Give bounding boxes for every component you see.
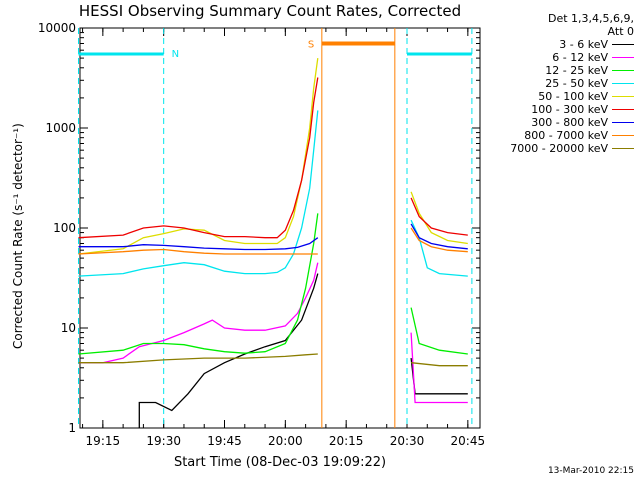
x-tick-label: 20:00 bbox=[268, 434, 303, 448]
series-line-100-300-kev bbox=[78, 77, 319, 239]
x-tick-label: 19:30 bbox=[146, 434, 181, 448]
series-line-25-50-kev bbox=[78, 110, 319, 277]
legend-entry-label: 300 - 800 keV bbox=[531, 116, 608, 129]
series-line-300-800-kev bbox=[78, 237, 319, 251]
series-line-7000-20000-kev-post bbox=[411, 362, 468, 367]
legend-entry: 50 - 100 keV bbox=[480, 90, 634, 103]
plot-frame bbox=[79, 27, 481, 429]
series-line-3-6-kev bbox=[138, 273, 319, 428]
legend-entry: 800 - 7000 keV bbox=[480, 129, 634, 142]
legend-entry-label: 100 - 300 keV bbox=[531, 103, 608, 116]
legend-swatch bbox=[612, 109, 634, 110]
legend: Det 1,3,4,5,6,9, Att 0 3 - 6 keV 6 - 12 k… bbox=[480, 12, 634, 155]
legend-entry-label: 12 - 25 keV bbox=[545, 64, 608, 77]
legend-swatch bbox=[612, 44, 634, 45]
timestamp: 13-Mar-2010 22:15 bbox=[547, 466, 634, 476]
y-tick-label: 1000 bbox=[45, 121, 76, 135]
legend-swatch bbox=[612, 148, 634, 149]
legend-header-line1: Det 1,3,4,5,6,9, bbox=[547, 12, 634, 25]
legend-entry: 100 - 300 keV bbox=[480, 103, 634, 116]
series-line-100-300-kev-post bbox=[410, 197, 468, 236]
axes: 1 10 100 1000 10000 19:15 19:30 19:45 20:00 20:15… bbox=[38, 21, 485, 448]
legend-entry-label: 7000 - 20000 keV bbox=[510, 142, 608, 155]
legend-entry: 7000 - 20000 keV bbox=[480, 142, 634, 155]
x-tick-label: 20:30 bbox=[390, 434, 425, 448]
legend-entry-label: 800 - 7000 keV bbox=[524, 129, 608, 142]
series-line-6-12-kev-post bbox=[410, 332, 468, 404]
x-axis-label: Start Time (08-Dec-03 19:09:22) bbox=[173, 455, 387, 470]
legend-swatch bbox=[612, 70, 634, 71]
legend-swatch bbox=[612, 122, 634, 123]
legend-entry: 300 - 800 keV bbox=[480, 116, 634, 129]
series-line-50-100-kev-post bbox=[410, 191, 468, 245]
chart-title: HESSI Observing Summary Count Rates, Cor… bbox=[78, 2, 462, 20]
legend-entry: 25 - 50 keV bbox=[480, 77, 634, 90]
series-line-800-7000-kev-post bbox=[410, 227, 468, 253]
x-tick-label: 19:45 bbox=[207, 434, 242, 448]
series-layer bbox=[78, 58, 468, 428]
legend-swatch bbox=[612, 96, 634, 97]
legend-entry-label: 50 - 100 keV bbox=[538, 90, 608, 103]
series-line-12-25-kev-post bbox=[410, 307, 468, 355]
legend-entry-label: 6 - 12 keV bbox=[552, 51, 608, 64]
night-flag-label: N bbox=[172, 49, 179, 60]
legend-swatch bbox=[612, 57, 634, 58]
saa-flag-label: S bbox=[308, 39, 314, 50]
y-tick-label: 10000 bbox=[38, 21, 76, 35]
series-line-800-7000-kev bbox=[78, 248, 318, 255]
legend-header-line2: Att 0 bbox=[607, 25, 634, 38]
legend-entry-label: 3 - 6 keV bbox=[559, 38, 608, 51]
legend-swatch bbox=[612, 83, 634, 84]
series-line-7000-20000-kev bbox=[78, 353, 318, 364]
y-tick-label: 100 bbox=[53, 221, 76, 235]
series-line-12-25-kev bbox=[78, 213, 319, 355]
legend-entry: 3 - 6 keV bbox=[480, 38, 634, 51]
x-tick-label: 19:15 bbox=[86, 434, 121, 448]
x-tick-label: 20:15 bbox=[329, 434, 364, 448]
flag-bars: NS bbox=[78, 28, 473, 428]
legend-swatch bbox=[612, 135, 634, 136]
y-tick-label: 1 bbox=[68, 421, 76, 435]
series-line-300-800-kev-post bbox=[410, 223, 468, 250]
legend-entry: 12 - 25 keV bbox=[480, 64, 634, 77]
legend-entry-label: 25 - 50 keV bbox=[545, 77, 608, 90]
x-tick-label: 20:45 bbox=[451, 434, 486, 448]
legend-rows: 3 - 6 keV 6 - 12 keV 12 - 25 keV 25 - 50 ke… bbox=[480, 38, 634, 155]
legend-entry: 6 - 12 keV bbox=[480, 51, 634, 64]
y-axis-label: Corrected Count Rate (s⁻¹ detector⁻¹) bbox=[11, 123, 25, 349]
series-line-50-100-kev bbox=[78, 58, 319, 255]
y-tick-label: 10 bbox=[61, 321, 76, 335]
